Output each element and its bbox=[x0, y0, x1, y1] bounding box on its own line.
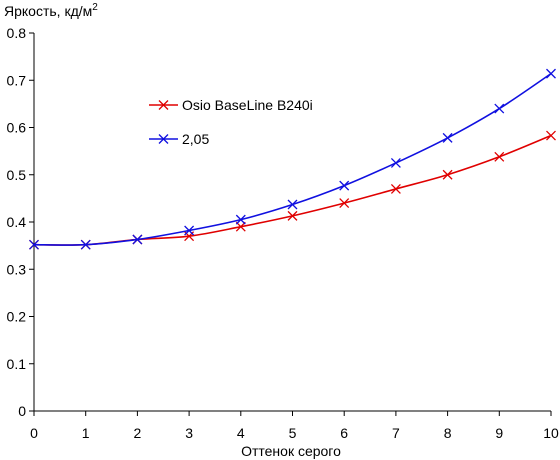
data-point-marker-0 bbox=[442, 169, 453, 180]
y-tick-label: 0.7 bbox=[7, 72, 27, 88]
legend-label: Osio BaseLine B240i bbox=[182, 97, 313, 113]
legend-swatch-marker bbox=[158, 134, 169, 144]
data-point-marker-0 bbox=[287, 210, 298, 221]
data-point-marker-1 bbox=[29, 239, 39, 250]
y-tick-label: 0.3 bbox=[7, 261, 27, 277]
data-point-marker-1 bbox=[339, 180, 350, 191]
data-point-marker-1 bbox=[235, 214, 246, 225]
y-tick-label: 0 bbox=[18, 403, 26, 419]
x-tick-label: 1 bbox=[82, 425, 90, 441]
y-tick-label: 0.1 bbox=[7, 356, 27, 372]
data-point-marker-1 bbox=[494, 103, 505, 114]
x-tick-label: 9 bbox=[495, 425, 503, 441]
data-point-marker-1 bbox=[132, 234, 143, 245]
plot-area: 0 0.1 0.2 0.3 0.4 0.5 0.6 0.7 0.8 0 1 2 3 4 5 6 7 8 9 10 Osi… bbox=[7, 25, 559, 441]
x-axis-title: Оттенок серого bbox=[241, 443, 341, 459]
y-tick-label: 0.8 bbox=[7, 25, 27, 41]
y-axis-title: Яркость, кд/м2 bbox=[4, 2, 98, 19]
x-tick-label: 6 bbox=[340, 425, 348, 441]
x-tick-label: 7 bbox=[392, 425, 400, 441]
series-line-0 bbox=[33, 134, 552, 246]
y-tick-label: 0.2 bbox=[7, 309, 27, 325]
y-tick-label: 0.6 bbox=[7, 120, 27, 136]
data-point-marker-0 bbox=[339, 198, 350, 209]
data-point-marker-0 bbox=[494, 151, 505, 162]
x-tick-label: 0 bbox=[30, 425, 38, 441]
data-point-marker-1 bbox=[80, 239, 91, 250]
data-point-marker-0 bbox=[390, 183, 401, 194]
data-point-marker-0 bbox=[235, 221, 246, 232]
legend-label: 2,05 bbox=[182, 131, 209, 147]
data-point-marker-0 bbox=[546, 130, 556, 141]
x-tick-label: 2 bbox=[134, 425, 142, 441]
x-tick-label: 10 bbox=[543, 425, 559, 441]
data-point-marker-1 bbox=[546, 68, 556, 79]
y-tick-label: 0.5 bbox=[7, 167, 27, 183]
x-tick-label: 8 bbox=[444, 425, 452, 441]
data-point-marker-1 bbox=[184, 225, 195, 236]
data-point-marker-1 bbox=[287, 199, 298, 210]
x-tick-label: 4 bbox=[237, 425, 245, 441]
data-point-marker-1 bbox=[442, 132, 453, 143]
data-point-marker-1 bbox=[390, 157, 401, 168]
y-tick-label: 0.4 bbox=[7, 214, 27, 230]
legend-swatch-marker bbox=[158, 100, 169, 110]
x-tick-label: 3 bbox=[185, 425, 193, 441]
x-tick-label: 5 bbox=[289, 425, 297, 441]
y-axis-title-superscript: 2 bbox=[92, 2, 98, 13]
